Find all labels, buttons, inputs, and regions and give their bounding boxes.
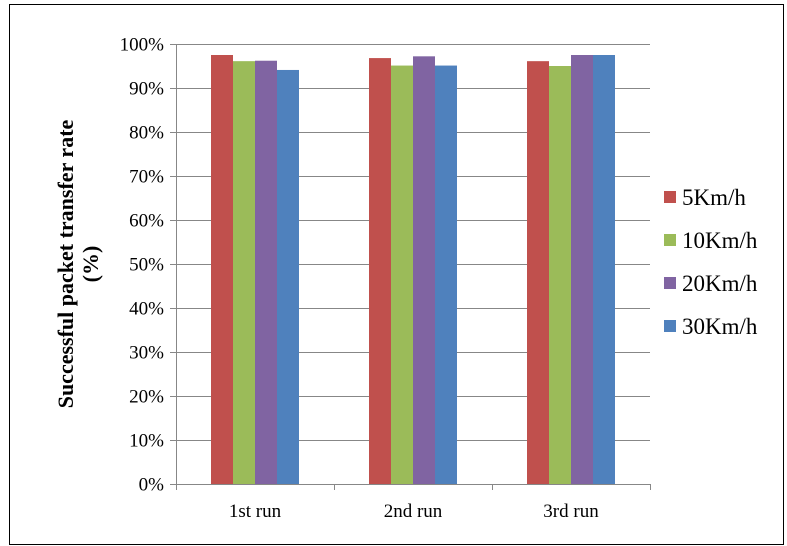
y-tick-label: 50% <box>129 255 164 276</box>
bars <box>211 55 615 485</box>
bar-30km-h-0 <box>277 69 299 485</box>
y-tick-label: 80% <box>129 123 164 144</box>
bar-5km-h-0 <box>211 55 233 484</box>
y-tick-label: 0% <box>139 475 165 496</box>
y-tick-label: 90% <box>129 79 164 100</box>
legend-label: 10Km/h <box>682 228 758 253</box>
bar-5km-h-2 <box>527 61 549 484</box>
legend-swatch <box>664 234 676 246</box>
axes <box>170 44 651 490</box>
y-tick-label: 100% <box>120 35 165 56</box>
y-tick-label: 60% <box>129 211 164 232</box>
y-axis-label-line-2: (%) <box>78 246 103 283</box>
y-tick-label: 70% <box>129 167 164 188</box>
y-tick-label: 20% <box>129 387 164 408</box>
y-tick-labels: 0% 10% 20% 30% 40% 50% 60% 70% 80% 90% 100% <box>120 35 165 496</box>
bar-20km-h-0 <box>255 60 277 484</box>
bar-20km-h-2 <box>571 55 593 484</box>
x-tick-label: 2nd run <box>384 501 443 522</box>
x-tick-label: 1st run <box>229 501 282 522</box>
bar-10km-h-0 <box>233 61 255 484</box>
y-axis-label-line-1: Successful packet transfer rate <box>53 119 78 408</box>
bar-30km-h-1 <box>435 65 457 484</box>
y-tick-label: 30% <box>129 343 164 364</box>
x-tick-label: 3rd run <box>543 501 599 522</box>
x-tick-labels: 1st run 2nd run 3rd run <box>229 501 599 522</box>
legend-swatch <box>664 277 676 289</box>
bar-5km-h-1 <box>369 58 391 484</box>
bar-10km-h-2 <box>549 66 571 484</box>
legend-swatch <box>664 320 676 332</box>
y-tick-label: 40% <box>129 299 164 320</box>
y-tick-label: 10% <box>129 431 164 452</box>
legend: 5Km/h 10Km/h 20Km/h 30Km/h <box>664 185 758 339</box>
legend-label: 20Km/h <box>682 271 758 296</box>
y-axis-label: Successful packet transfer rate (%) <box>53 119 103 408</box>
bar-20km-h-1 <box>413 56 435 484</box>
bar-10km-h-1 <box>391 65 413 484</box>
legend-label: 5Km/h <box>682 185 746 210</box>
legend-label: 30Km/h <box>682 314 758 339</box>
bar-30km-h-2 <box>593 55 615 484</box>
legend-swatch <box>664 191 676 203</box>
